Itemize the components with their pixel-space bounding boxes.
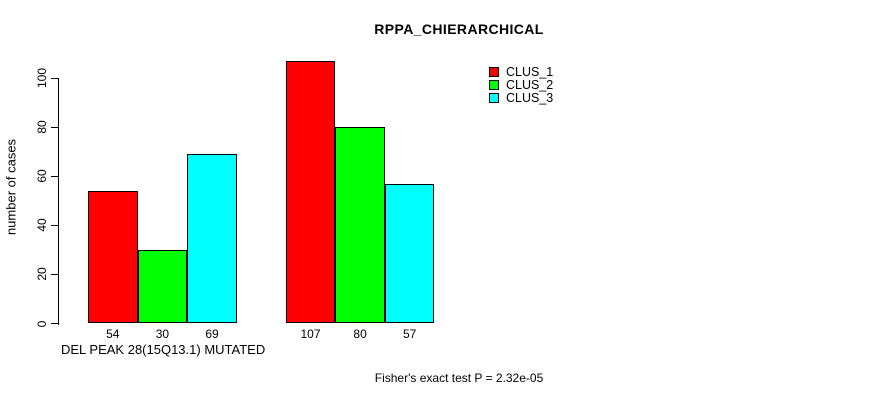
legend-label: CLUS_2 (506, 78, 554, 92)
bar-value-label: 30 (155, 326, 170, 341)
chart-title: RPPA_CHIERARCHICAL (374, 21, 544, 37)
legend: CLUS_1 CLUS_2 CLUS_3 (489, 66, 589, 106)
y-axis-tick-label: 0 (35, 320, 49, 327)
y-axis-tick-label: 40 (35, 218, 49, 233)
y-axis-tick (50, 175, 58, 178)
y-axis-tick-label: 100 (35, 68, 49, 89)
legend-swatch-clus-2 (489, 80, 499, 90)
y-axis-tick (50, 273, 58, 276)
bar-value-label: 57 (403, 326, 417, 341)
bar-clus_2-group-2 (335, 127, 385, 324)
legend-swatch-clus-3 (489, 93, 499, 103)
bar-clus_3-group-2 (384, 183, 435, 324)
bar-value-label: 69 (205, 326, 219, 341)
y-axis-tick (50, 77, 58, 80)
bar-clus_2-group-1 (137, 249, 188, 324)
bar-clus_1-group-1 (88, 191, 138, 324)
y-axis-tick-label: 20 (35, 267, 49, 282)
y-axis-tick-label: 60 (35, 169, 49, 184)
bar-value-label: 107 (300, 326, 321, 341)
legend-swatch-clus-1 (489, 67, 499, 77)
bar-value-label: 80 (353, 326, 367, 341)
fisher-test-note: Fisher's exact test P = 2.32e-05 (374, 371, 544, 385)
bar-value-label: 54 (106, 326, 120, 341)
bar-clus_1-group-2 (285, 61, 336, 324)
y-axis-tick (50, 224, 58, 227)
y-axis-line (57, 78, 59, 325)
y-axis-tick-label: 80 (35, 120, 49, 135)
y-axis-tick (50, 322, 58, 325)
x-axis-label: DEL PEAK 28(15Q13.1) MUTATED (61, 342, 266, 357)
legend-label: CLUS_3 (506, 91, 554, 105)
legend-label: CLUS_1 (506, 65, 554, 79)
y-axis-tick (50, 126, 58, 129)
bar-clus_3-group-1 (187, 154, 237, 324)
